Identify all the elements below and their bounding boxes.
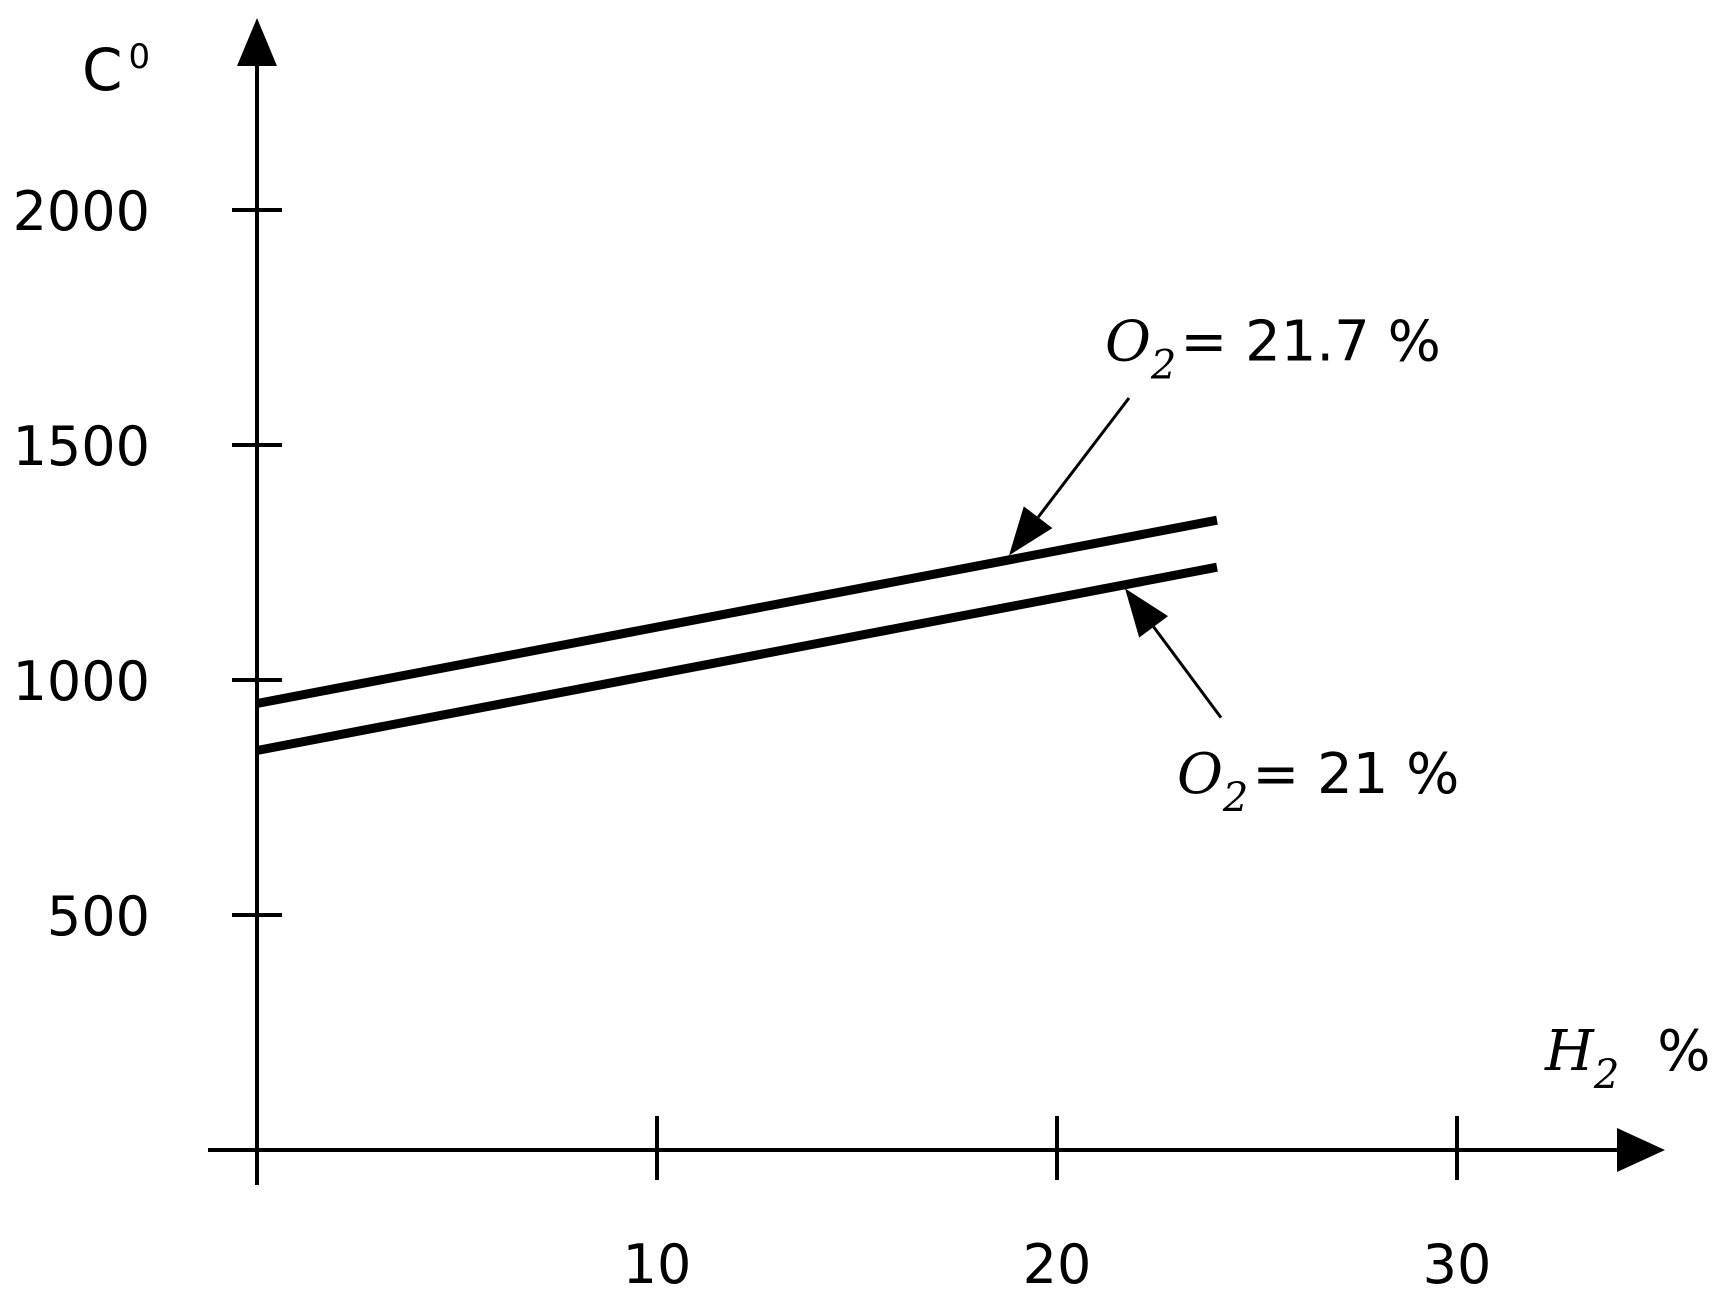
y-tick-label: 500 <box>47 885 150 948</box>
annotation-value: = 21 % <box>1252 742 1459 807</box>
x-tick-label: 10 <box>623 1233 692 1296</box>
annotation-arrow-shaft <box>1152 625 1223 719</box>
x-axis-label-unit: % <box>1657 1019 1710 1084</box>
x-axis-label: H2% <box>1544 1019 1711 1098</box>
y-axis-label-text: C <box>82 36 123 104</box>
x-axis-label-subscript: 2 <box>1593 1052 1619 1098</box>
y-tick-label: 1000 <box>13 650 150 713</box>
x-axis-arrowhead <box>1617 1128 1665 1172</box>
series-annotation-2: O2= 21 % <box>1177 742 1459 821</box>
annotation-layer: O2= 21.7 %O2= 21 % <box>1009 309 1459 821</box>
y-ticks: 500 1000 1500 2000 <box>13 180 282 948</box>
y-axis-arrowhead <box>237 18 277 66</box>
x-ticks: 10 20 30 <box>623 1116 1492 1296</box>
x-tick-label: 20 <box>1023 1233 1092 1296</box>
annotation-symbol: O <box>1105 309 1151 374</box>
axes <box>208 18 1665 1185</box>
y-tick-label: 2000 <box>13 180 150 243</box>
annotation-arrowhead <box>1009 506 1053 556</box>
series-line-2 <box>256 562 1218 755</box>
annotation-subscript: 2 <box>1222 775 1248 821</box>
annotation-symbol: O <box>1177 742 1223 807</box>
series-line-1 <box>256 515 1218 708</box>
x-tick-label: 30 <box>1423 1233 1492 1296</box>
x-axis-label-text: H <box>1544 1019 1595 1084</box>
y-axis-label-superscript: 0 <box>129 37 151 77</box>
series-layer <box>256 515 1218 755</box>
series-annotation-1: O2= 21.7 % <box>1105 309 1441 388</box>
annotation-value: = 21.7 % <box>1180 309 1440 374</box>
y-tick-label: 1500 <box>13 415 150 478</box>
annotation-arrow-shaft <box>1036 397 1131 519</box>
annotation-arrowhead <box>1125 588 1169 638</box>
annotation-subscript: 2 <box>1150 342 1176 388</box>
